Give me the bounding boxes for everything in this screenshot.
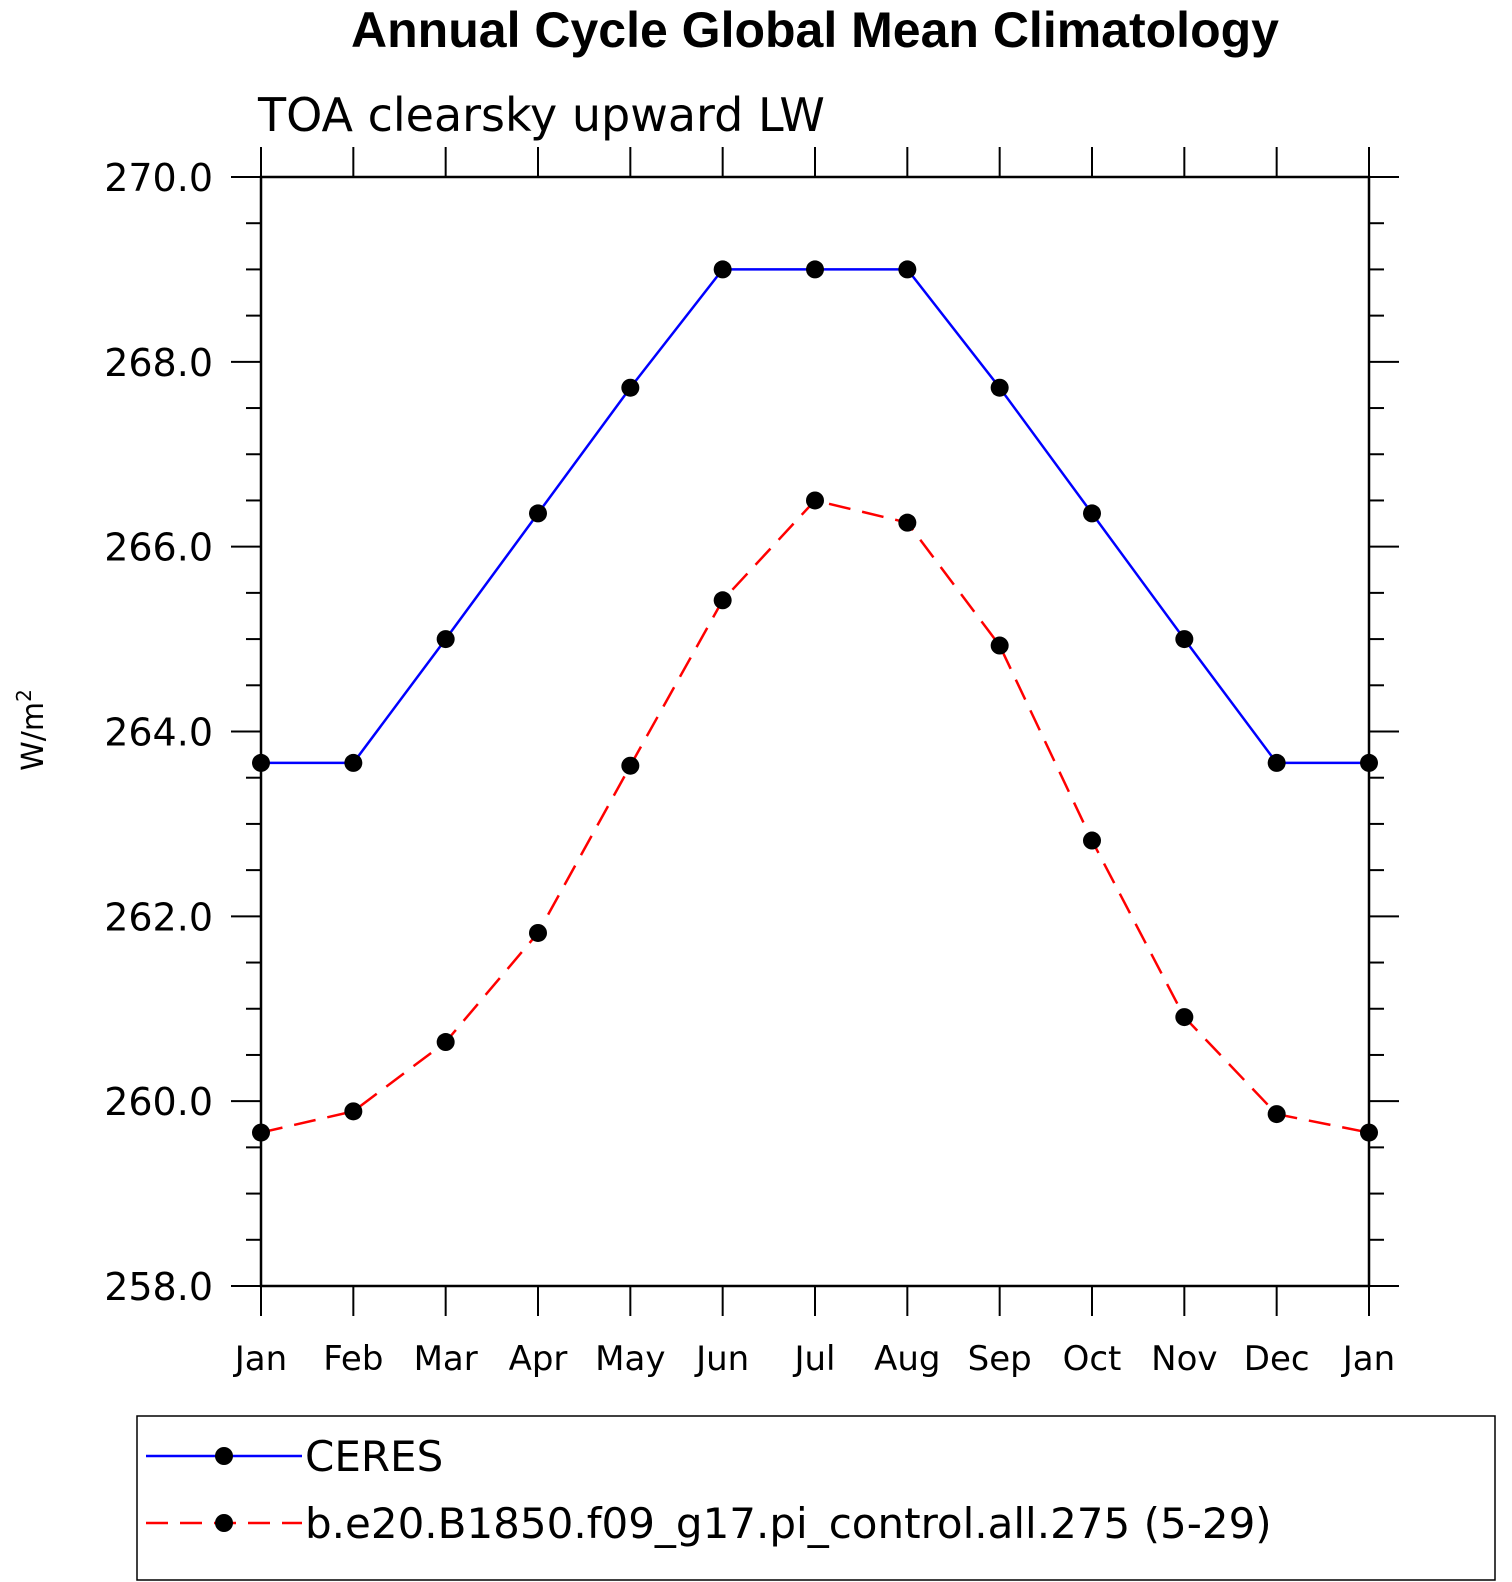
plot-frame: [259, 175, 1371, 1288]
x-tick-label: May: [595, 1339, 665, 1379]
y-axis-label-text: W/m: [16, 702, 51, 771]
legend-marker: [215, 1447, 233, 1465]
chart-title: Annual Cycle Global Mean Climatology: [351, 2, 1279, 58]
y-tick-label: 262.0: [104, 895, 213, 939]
series-2: [252, 491, 1378, 1142]
data-point: [344, 1102, 363, 1121]
y-axis-label-superscript: 2: [12, 689, 36, 702]
data-point: [1083, 504, 1101, 523]
x-tick-label: Mar: [414, 1339, 478, 1379]
data-point: [529, 923, 547, 942]
series-line: [260, 499, 1370, 1134]
data-point: [436, 630, 455, 649]
chart-subtitle: TOA clearsky upward LW: [257, 88, 825, 142]
data-point: [1083, 831, 1101, 850]
x-tick-label: Dec: [1244, 1339, 1310, 1379]
plot-axes: 258.0 260.0 262.0 264.0 266.0 268.0 270.0 Jan Fe…: [104, 147, 1399, 1379]
legend-label: CERES: [305, 1432, 443, 1481]
data-point: [621, 378, 640, 397]
data-point: [252, 753, 270, 772]
x-tick-label: Jul: [792, 1339, 835, 1379]
data-point: [621, 756, 640, 775]
y-tick-label: 266.0: [104, 526, 213, 570]
y-tick-label: 264.0: [104, 711, 213, 755]
data-point: [713, 260, 732, 279]
legend-box: [136, 1415, 1496, 1581]
x-tick-label: Nov: [1151, 1339, 1217, 1379]
y-tick-label: 268.0: [104, 341, 213, 385]
legend: CERES b.e20.B1850.f09_g17.pi_control.all.…: [136, 1415, 1496, 1581]
x-tick-label: Aug: [874, 1339, 940, 1379]
series-1: [252, 260, 1378, 772]
x-tick-label: Feb: [323, 1339, 383, 1379]
x-tick-label: Jan: [1341, 1339, 1395, 1379]
y-tick-label: 270.0: [104, 156, 213, 200]
data-point: [806, 260, 824, 279]
data-point: [1360, 753, 1378, 772]
x-tick-label: Sep: [968, 1339, 1032, 1379]
x-tick-label: Apr: [509, 1339, 568, 1379]
data-point: [1267, 753, 1286, 772]
y-axis-label: W/m2: [12, 689, 51, 771]
data-point: [1360, 1123, 1378, 1142]
data-point: [713, 591, 732, 610]
series-line: [261, 268, 1369, 765]
data-point: [1267, 1105, 1286, 1124]
svg-text:W/m2: W/m2: [12, 689, 51, 771]
x-tick-label: Jun: [694, 1339, 749, 1379]
data-point: [898, 260, 917, 279]
legend-label: b.e20.B1850.f09_g17.pi_control.all.275 (…: [305, 1499, 1272, 1548]
series-layer: [252, 260, 1378, 1142]
data-point: [990, 636, 1009, 655]
x-tick-label: Jan: [233, 1339, 287, 1379]
y-tick-label: 260.0: [104, 1080, 213, 1124]
data-point: [898, 513, 917, 532]
data-point: [436, 1033, 455, 1052]
data-point: [1175, 1008, 1194, 1027]
y-tick-label: 258.0: [104, 1265, 213, 1309]
data-point: [1175, 630, 1194, 649]
legend-marker: [215, 1514, 233, 1532]
data-point: [529, 504, 547, 523]
data-point: [344, 753, 363, 772]
x-tick-label: Oct: [1063, 1339, 1122, 1379]
data-point: [990, 378, 1009, 397]
data-point: [806, 491, 824, 510]
data-point: [252, 1123, 270, 1142]
